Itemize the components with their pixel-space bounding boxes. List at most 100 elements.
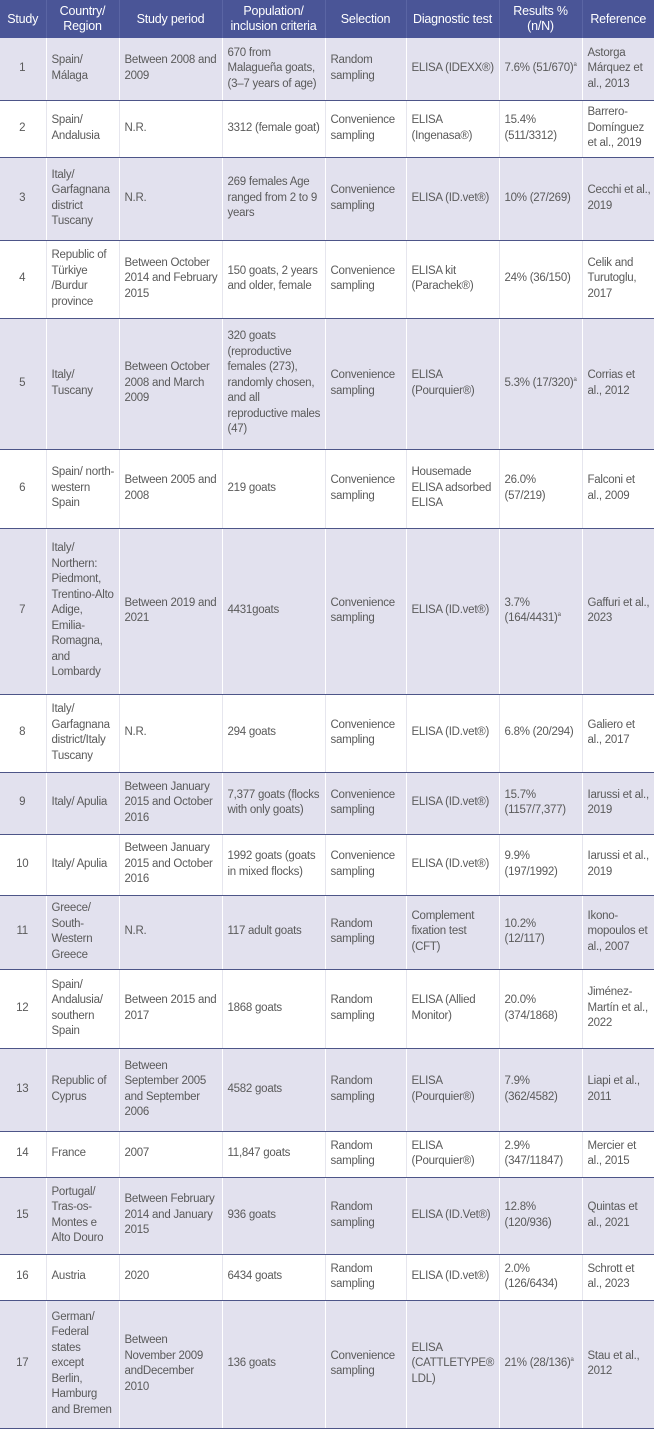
cell-test: Housemade ELISA adsorbed ELISA bbox=[405, 449, 499, 529]
table-body: 1 Spain/ Málaga Between 2008 and 2009 67… bbox=[0, 38, 654, 1429]
cell-population: 4431goats bbox=[221, 528, 325, 695]
cell-period: Between October 2014 and February 2015 bbox=[118, 240, 222, 319]
cell-reference: Falconi et al., 2009 bbox=[581, 449, 654, 529]
table-row: 7 Italy/ Northern: Piedmont, Trentino-Al… bbox=[0, 528, 654, 695]
cell-study: 1 bbox=[0, 38, 46, 101]
results-value: 26.0% (57/219) bbox=[504, 474, 546, 502]
cell-reference: Iarussi et al., 2019 bbox=[581, 772, 654, 835]
cell-region: Austria bbox=[45, 1254, 119, 1301]
results-value: 9.9% (197/1992) bbox=[504, 850, 558, 878]
cell-results: 15.4% (511/3312) bbox=[498, 100, 582, 158]
table-row: 4 Republic of Türkiye /Burdur province B… bbox=[0, 240, 654, 319]
cell-test: ELISA (CATTLETYPE® LDL) bbox=[405, 1300, 499, 1429]
cell-population: 219 goats bbox=[221, 449, 325, 529]
cell-population: 670 from Malagueña goats, (3–7 years of … bbox=[221, 38, 325, 101]
results-value: 6.8% (20/294) bbox=[504, 726, 574, 739]
cell-study: 3 bbox=[0, 157, 46, 241]
footnote-marker: a bbox=[557, 612, 561, 619]
cell-region: Spain/ Andalusia/ southern Spain bbox=[45, 969, 119, 1049]
cell-selection: Convenience sampling bbox=[324, 1300, 406, 1429]
cell-test: ELISA (ID.vet®) bbox=[405, 772, 499, 835]
cell-reference: Gaffuri et al., 2023 bbox=[581, 528, 654, 695]
cell-period: Between 2008 and 2009 bbox=[118, 38, 222, 101]
table-row: 6 Spain/ north-western Spain Between 200… bbox=[0, 449, 654, 529]
cell-results: 26.0% (57/219) bbox=[498, 449, 582, 529]
col-header-population: Population/ inclusion criteria bbox=[221, 0, 325, 38]
table-header: Study Country/ Region Study period Popul… bbox=[0, 0, 654, 38]
cell-test: ELISA kit (Parachek®) bbox=[405, 240, 499, 319]
cell-region: Republic of Cyprus bbox=[45, 1048, 119, 1132]
cell-study: 13 bbox=[0, 1048, 46, 1132]
cell-population: 320 goats (reproductive females (273), r… bbox=[221, 318, 325, 450]
cell-population: 1868 goats bbox=[221, 969, 325, 1049]
cell-selection: Convenience sampling bbox=[324, 449, 406, 529]
cell-results: 21% (28/136)a bbox=[498, 1300, 582, 1429]
cell-reference: Schrott et al., 2023 bbox=[581, 1254, 654, 1301]
table-row: 10 Italy/ Apulia Between January 2015 an… bbox=[0, 834, 654, 896]
cell-selection: Random sampling bbox=[324, 1254, 406, 1301]
cell-results: 15.7% (1157/7,377) bbox=[498, 772, 582, 835]
footnote-marker: a bbox=[573, 376, 577, 383]
cell-reference: Ikono-mopoulos et al., 2007 bbox=[581, 895, 654, 970]
cell-test: ELISA (ID.vet®) bbox=[405, 157, 499, 241]
results-value: 3.7% (164/4431) bbox=[504, 596, 558, 625]
table-row: 9 Italy/ Apulia Between January 2015 and… bbox=[0, 772, 654, 835]
cell-region: Greece/ South-Western Greece bbox=[45, 895, 119, 970]
cell-study: 16 bbox=[0, 1254, 46, 1301]
cell-population: 3312 (female goat) bbox=[221, 100, 325, 158]
results-value: 24% (36/150) bbox=[504, 272, 571, 285]
col-header-results: Results % (n/N) bbox=[498, 0, 582, 38]
results-value: 2.0% (126/6434) bbox=[504, 1262, 558, 1291]
table-row: 14 France 2007 11,847 goats Random sampl… bbox=[0, 1131, 654, 1178]
cell-study: 2 bbox=[0, 100, 46, 158]
cell-selection: Random sampling bbox=[324, 1048, 406, 1132]
cell-population: 294 goats bbox=[221, 694, 325, 773]
cell-period: N.R. bbox=[118, 100, 222, 158]
cell-selection: Random sampling bbox=[324, 895, 406, 970]
cell-study: 6 bbox=[0, 449, 46, 529]
table-row: 8 Italy/ Garfagnana district/Italy Tusca… bbox=[0, 694, 654, 773]
cell-region: Spain/ Andalusia bbox=[45, 100, 119, 158]
cell-selection: Convenience sampling bbox=[324, 100, 406, 158]
cell-study: 4 bbox=[0, 240, 46, 319]
cell-period: Between 2005 and 2008 bbox=[118, 449, 222, 529]
cell-region: Italy/ Garfagnana district Tuscany bbox=[45, 157, 119, 241]
cell-period: Between January 2015 and October 2016 bbox=[118, 772, 222, 835]
col-header-test: Diagnostic test bbox=[405, 0, 499, 38]
cell-region: Italy/ Northern: Piedmont, Trentino-Alto… bbox=[45, 528, 119, 695]
cell-results: 12.8% (120/936) bbox=[498, 1177, 582, 1255]
cell-reference: Corrias et al., 2012 bbox=[581, 318, 654, 450]
cell-results: 5.3% (17/320)a bbox=[498, 318, 582, 450]
table-row: 3 Italy/ Garfagnana district Tuscany N.R… bbox=[0, 157, 654, 241]
cell-population: 117 adult goats bbox=[221, 895, 325, 970]
cell-study: 17 bbox=[0, 1300, 46, 1429]
cell-results: 6.8% (20/294) bbox=[498, 694, 582, 773]
cell-period: N.R. bbox=[118, 895, 222, 970]
results-value: 7.6% (51/670) bbox=[504, 62, 574, 74]
cell-region: German/ Federal states except Berlin, Ha… bbox=[45, 1300, 119, 1429]
cell-selection: Convenience sampling bbox=[324, 772, 406, 835]
cell-region: Portugal/ Tras-os-Montes e Alto Douro bbox=[45, 1177, 119, 1255]
cell-results: 9.9% (197/1992) bbox=[498, 834, 582, 896]
table-row: 12 Spain/ Andalusia/ southern Spain Betw… bbox=[0, 969, 654, 1049]
cell-period: Between 2015 and 2017 bbox=[118, 969, 222, 1049]
cell-study: 9 bbox=[0, 772, 46, 835]
cell-reference: Mercier et al., 2015 bbox=[581, 1131, 654, 1178]
cell-study: 8 bbox=[0, 694, 46, 773]
cell-results: 10.2% (12/117) bbox=[498, 895, 582, 970]
cell-results: 10% (27/269) bbox=[498, 157, 582, 241]
table-row: 5 Italy/ Tuscany Between October 2008 an… bbox=[0, 318, 654, 450]
table-row: 11 Greece/ South-Western Greece N.R. 117… bbox=[0, 895, 654, 970]
table-row: 17 German/ Federal states except Berlin,… bbox=[0, 1300, 654, 1429]
cell-reference: Celik and Turutoglu, 2017 bbox=[581, 240, 654, 319]
cell-reference: Cecchi et al., 2019 bbox=[581, 157, 654, 241]
results-value: 15.4% (511/3312) bbox=[504, 114, 558, 142]
cell-period: Between October 2008 and March 2009 bbox=[118, 318, 222, 450]
cell-selection: Convenience sampling bbox=[324, 157, 406, 241]
cell-period: N.R. bbox=[118, 694, 222, 773]
cell-selection: Convenience sampling bbox=[324, 528, 406, 695]
cell-reference: Jiménez-Martín et al., 2022 bbox=[581, 969, 654, 1049]
table-row: 1 Spain/ Málaga Between 2008 and 2009 67… bbox=[0, 38, 654, 101]
cell-period: 2007 bbox=[118, 1131, 222, 1178]
